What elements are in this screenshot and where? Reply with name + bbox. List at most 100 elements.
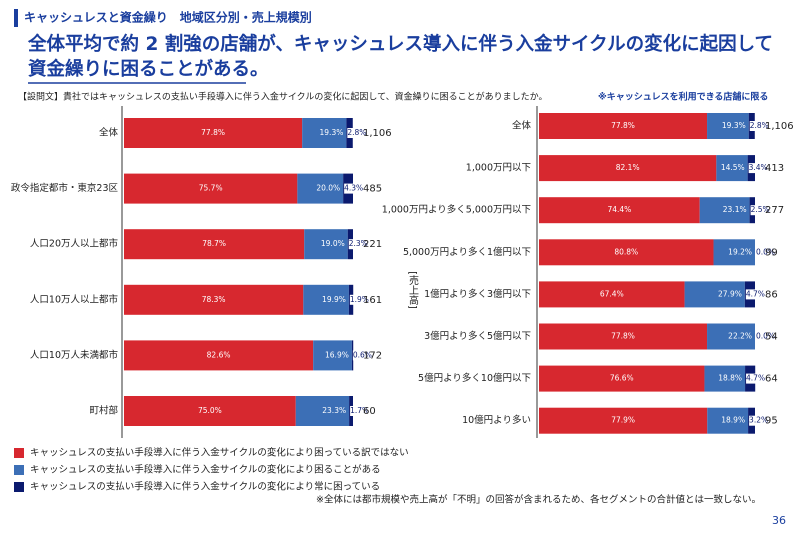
title-line: 全体平均で約 2 割強の店舗が、キャッシュレス導入に伴う入金サイクルの変化に起因… [27, 33, 773, 55]
value-label: 3.2% [749, 416, 768, 425]
value-label: 27.9% [718, 289, 742, 298]
value-label: 0.0% [756, 247, 775, 256]
label-bg [746, 373, 766, 384]
label-bg [748, 163, 768, 174]
sample-size: 277 [765, 205, 784, 216]
category-label: 町村部 [89, 405, 118, 417]
bar-segment [303, 284, 349, 315]
bar-segment [124, 340, 314, 371]
question: 【設問文】貴社ではキャッシュレスの支払い手段導入に伴う入金サイクルの変化に起因し… [18, 91, 547, 103]
sample-size: 54 [765, 332, 778, 343]
bar-segment [539, 281, 685, 308]
title-line: 資金繰りに困ることがある。 [28, 58, 269, 80]
label-bg [344, 183, 364, 194]
category-label: 5億円より多く10億円以下 [418, 372, 531, 384]
label-bg [756, 247, 775, 258]
scope-note: ※キャッシュレスを利用できる店舗に限る [598, 91, 768, 103]
bar-segment [707, 407, 749, 434]
value-label: 1.7% [350, 406, 369, 415]
category-label: 全体 [99, 127, 119, 139]
sample-size: 485 [363, 184, 382, 195]
sample-size: 99 [765, 247, 778, 258]
value-label: 75.7% [199, 184, 223, 193]
bar-segment [124, 284, 304, 315]
y-axis-label: [売上高] [407, 271, 419, 309]
bar-segment [302, 118, 347, 148]
label-bg [349, 294, 369, 305]
bar-segment [713, 239, 755, 266]
legend-swatch [14, 482, 24, 492]
value-label: 75.0% [198, 406, 222, 415]
bar-segment [539, 407, 708, 434]
value-label: 3.4% [749, 163, 768, 172]
bar-segment [351, 340, 354, 371]
footnote: ※全体には都市規模や売上高が「不明」の回答が含まれるため、各セグメントの合計値と… [316, 494, 761, 506]
value-label: 80.8% [614, 247, 638, 256]
sample-size: 161 [363, 295, 382, 306]
category-label: 全体 [512, 120, 532, 132]
bar-segment [295, 396, 350, 426]
value-label: 18.8% [718, 374, 742, 383]
category-label: 人口10万人未満都市 [30, 349, 119, 361]
bar-segment [539, 365, 705, 392]
value-label: 18.9% [721, 416, 745, 425]
value-label: 2.3% [349, 239, 368, 248]
category-label: 1,000万円より多く5,000万円以下 [382, 204, 531, 216]
label-bg [749, 415, 769, 426]
value-label: 14.5% [721, 163, 745, 172]
value-label: 2.8% [347, 128, 366, 137]
sample-size: 60 [363, 406, 376, 417]
bar-segment [297, 173, 344, 204]
value-label: 19.3% [722, 121, 746, 130]
value-label: 0.6% [353, 350, 372, 359]
value-label: 4.7% [746, 374, 765, 383]
sample-size: 172 [363, 350, 382, 361]
category-label: 3億円より多く5億円以下 [424, 330, 531, 342]
value-label: 82.1% [616, 163, 640, 172]
value-label: 77.9% [611, 416, 635, 425]
value-label: 19.9% [322, 295, 346, 304]
bar-segment [684, 281, 745, 308]
bar-segment [124, 396, 296, 426]
legend-label: キャッシュレスの支払い手段導入に伴う入金サイクルの変化により困っている訳ではない [30, 447, 409, 459]
value-label: 77.8% [611, 332, 635, 341]
value-label: 78.3% [202, 295, 226, 304]
value-label: 4.3% [344, 184, 363, 193]
value-label: 23.3% [322, 406, 346, 415]
legend-label: キャッシュレスの支払い手段導入に伴う入金サイクルの変化により困ることがある [30, 464, 381, 476]
page-number: 36 [772, 514, 786, 527]
label-bg [756, 331, 775, 342]
value-label: 22.2% [728, 332, 752, 341]
label-bg [352, 350, 372, 361]
bar-segment [124, 229, 305, 260]
value-label: 77.8% [611, 121, 635, 130]
bar-segment [707, 113, 749, 139]
bar-segment [707, 323, 755, 350]
value-label: 19.2% [728, 247, 752, 256]
sample-size: 221 [363, 239, 382, 250]
label-bg [347, 128, 367, 138]
value-label: 16.9% [325, 350, 349, 359]
value-label: 4.7% [746, 289, 765, 298]
bar-segment [304, 229, 348, 260]
bar-segment [539, 323, 708, 350]
sample-size: 1,106 [765, 121, 794, 132]
value-label: 0.0% [756, 332, 775, 341]
value-label: 77.8% [201, 128, 225, 137]
sample-size: 86 [765, 289, 778, 300]
legend-label: キャッシュレスの支払い手段導入に伴う入金サイクルの変化により常に困っている [30, 481, 380, 493]
value-label: 2.5% [751, 205, 770, 214]
category-label: 人口10万人以上都市 [30, 293, 119, 305]
bar-segment [539, 239, 714, 266]
bar-segment [716, 155, 748, 182]
sample-size: 413 [765, 163, 784, 174]
sample-size: 95 [765, 416, 778, 427]
category-label: 人口20万人以上都市 [30, 238, 119, 250]
value-label: 19.3% [320, 128, 344, 137]
value-label: 78.7% [202, 239, 226, 248]
category-label: 政令指定都市・東京23区 [11, 182, 119, 194]
section-title: キャッシュレスと資金繰り 地域区分別・売上規模別 [24, 10, 312, 25]
bar-segment [124, 173, 298, 204]
category-label: 1,000万円以下 [466, 163, 531, 174]
